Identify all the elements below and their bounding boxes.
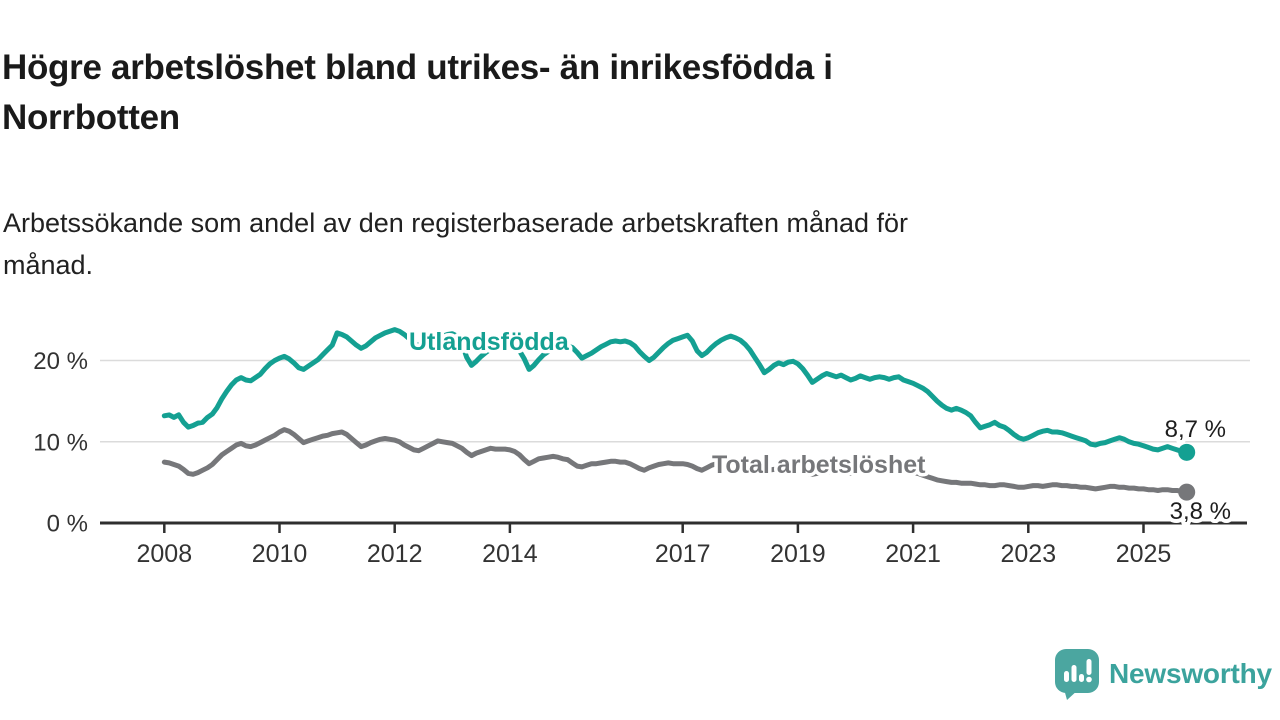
x-tick-label: 2021 <box>885 540 941 568</box>
x-tick-label: 2023 <box>1000 540 1056 568</box>
page-title-line-1: Högre arbetslöshet bland utrikes- än inr… <box>2 48 833 88</box>
newsworthy-logo-icon <box>1055 649 1099 700</box>
x-tick-label: 2014 <box>482 540 538 568</box>
series-line-utlandsfodda <box>161 327 1190 455</box>
end-value-label-total: 3,8 % <box>1170 498 1231 525</box>
end-value-label-utlandsfodda: 8,7 % <box>1165 416 1226 443</box>
series-label-utlandsfodda: Utlandsfödda <box>409 328 570 356</box>
y-tick-label: 20 % <box>33 348 88 375</box>
series-label-total: Total arbetslöshet <box>712 451 926 479</box>
page-title-line-2: Norrbotten <box>2 98 180 138</box>
end-dot-total <box>1178 483 1196 501</box>
page-title: Högre arbetslöshet bland utrikes- än inr… <box>2 43 1122 143</box>
newsworthy-logo-text: Newsworthy <box>1109 658 1272 689</box>
x-tick-label: 2019 <box>770 540 826 568</box>
y-tick-label: 10 % <box>33 429 88 456</box>
x-tick-label: 2010 <box>252 540 308 568</box>
newsworthy-logo[interactable]: Newsworthy <box>1054 648 1272 700</box>
x-tick-label: 2008 <box>136 540 192 568</box>
x-tick-label: 2017 <box>655 540 711 568</box>
series-line-total <box>161 427 1190 495</box>
chart-subtitle-line-1: Arbetssökande som andel av den registerb… <box>3 208 909 238</box>
x-tick-label: 2025 <box>1116 540 1172 568</box>
end-dot-utlandsfodda <box>1178 443 1196 461</box>
x-tick-label: 2012 <box>367 540 423 568</box>
chart-subtitle: Arbetssökande som andel av den registerb… <box>3 203 1193 287</box>
chart-subtitle-line-2: månad. <box>3 249 94 280</box>
y-tick-label: 0 % <box>47 511 88 538</box>
